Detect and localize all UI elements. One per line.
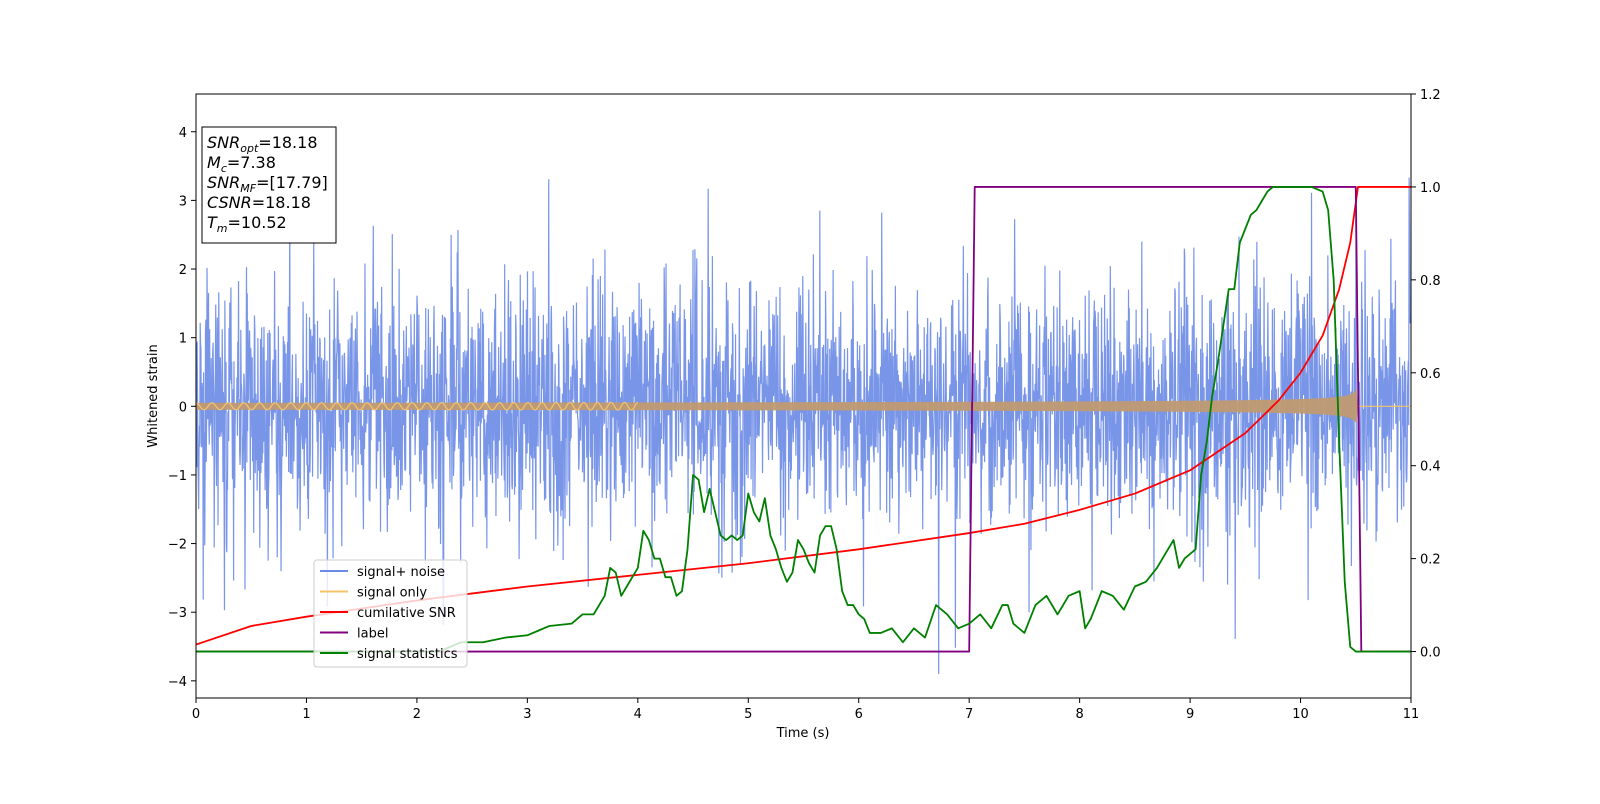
stats-subscript: c: [221, 162, 227, 175]
x-axis: 0 1 2 3 4 5 6 7 8 9 10 11: [192, 698, 1419, 722]
x-tick-label: 9: [1186, 707, 1194, 722]
x-tick-label: 8: [1075, 707, 1083, 722]
stats-value: =18.18: [252, 193, 311, 212]
stats-value: =18.18: [258, 133, 317, 152]
stats-value: =10.52: [228, 213, 287, 232]
y-tick-label: 4: [179, 126, 187, 141]
x-tick-label: 11: [1403, 707, 1420, 722]
legend-frame: [313, 559, 468, 668]
x-tick-label: 2: [413, 707, 421, 722]
legend-label: signal only: [357, 586, 427, 601]
stats-annotation-line: Tm=10.52: [207, 213, 287, 235]
stats-annotation-line: Mc=7.38: [207, 153, 276, 175]
signal-only-series: [196, 389, 1411, 423]
stats-annotation-box: SNRopt=18.18Mc=7.38SNRMF=[17.79]CSNR=18.…: [201, 126, 337, 244]
y2-tick-label: 1.0: [1420, 181, 1441, 196]
y2-tick-label: 0.0: [1420, 646, 1441, 661]
stats-value: =[17.79]: [256, 173, 328, 192]
stats-symbol: M: [207, 153, 221, 172]
x-tick-label: 0: [192, 707, 200, 722]
stats-annotation-line: CSNR=18.18: [207, 193, 311, 212]
signal-only-line: [196, 401, 638, 411]
stats-subscript: opt: [240, 142, 259, 155]
y-tick-label: 3: [179, 194, 187, 209]
legend-label: cumilative SNR: [357, 606, 456, 621]
stats-annotation-frame: [201, 126, 337, 244]
x-tick-label: 4: [634, 707, 642, 722]
stats-value: =7.38: [227, 153, 276, 172]
x-tick-label: 5: [744, 707, 752, 722]
stats-symbol: SNR: [207, 173, 240, 192]
y2-tick-label: 0.4: [1420, 460, 1441, 475]
x-tick-label: 6: [855, 707, 863, 722]
y2-tick-label: 1.2: [1420, 88, 1441, 103]
stats-symbol: T: [207, 213, 218, 232]
y2-tick-label: 0.2: [1420, 553, 1441, 568]
plot-frame: [195, 93, 1412, 699]
stats-subscript: m: [217, 222, 228, 235]
legend-label: signal statistics: [357, 647, 458, 662]
y-tick-label: 1: [179, 332, 187, 347]
stats-subscript: MF: [240, 182, 256, 195]
signal-only-envelope: [196, 389, 1358, 423]
x-tick-label: 7: [965, 707, 973, 722]
signal-statistics-line: [196, 186, 1411, 653]
y-axis-left: −4 −3 −2 −1 0 1 2 3 4: [168, 126, 196, 690]
signal-noise-line: [196, 177, 1411, 674]
stats-symbol: CSNR: [207, 193, 252, 212]
y-axis-right: 0.0 0.2 0.4 0.6 0.8 1.0 1.2: [1411, 88, 1441, 661]
y-axis-label: Whitened strain: [146, 344, 161, 447]
stats-annotation-line: SNRopt=18.18: [207, 133, 318, 155]
y-tick-label: −1: [168, 469, 187, 484]
stats-symbol: SNR: [207, 133, 240, 152]
y-tick-label: −4: [168, 675, 187, 690]
legend: signal+ noise signal only cumilative SNR la…: [313, 559, 468, 668]
x-axis-label: Time (s): [776, 726, 830, 741]
signal-noise-series: [196, 177, 1411, 674]
y-tick-label: 2: [179, 263, 187, 278]
y-tick-label: −2: [168, 538, 187, 553]
x-tick-label: 3: [523, 707, 531, 722]
x-tick-label: 1: [302, 707, 310, 722]
y2-tick-label: 0.6: [1420, 367, 1441, 382]
x-tick-label: 10: [1292, 707, 1309, 722]
legend-label: signal+ noise: [357, 565, 445, 580]
y-tick-label: −3: [168, 606, 187, 621]
legend-label: label: [357, 627, 388, 642]
y2-tick-label: 0.8: [1420, 274, 1441, 289]
stats-annotation-line: SNRMF=[17.79]: [207, 173, 328, 195]
y-tick-label: 0: [179, 400, 187, 415]
